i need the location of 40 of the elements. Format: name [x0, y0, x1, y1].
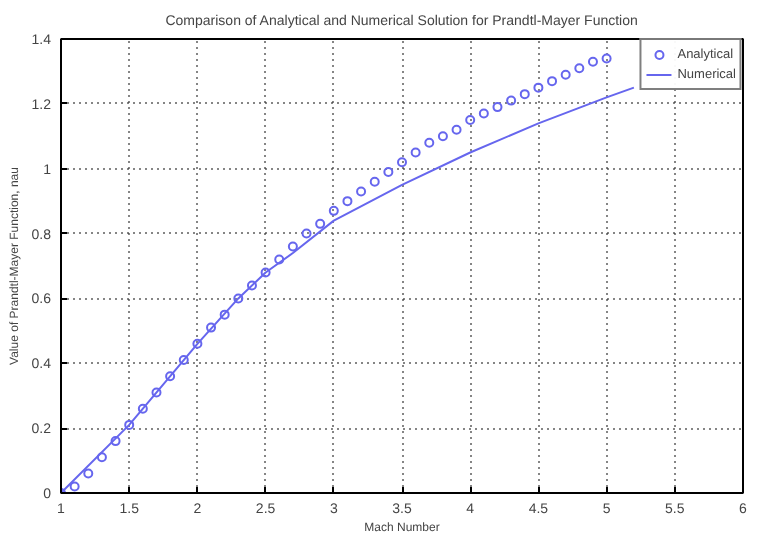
point [465, 115, 476, 126]
point [328, 205, 339, 216]
point [369, 176, 380, 187]
point [506, 95, 517, 106]
point [96, 452, 107, 463]
point [397, 157, 407, 168]
point [124, 419, 135, 430]
point [519, 89, 530, 100]
point [151, 387, 162, 398]
point [410, 147, 421, 158]
point [574, 63, 585, 74]
point [315, 218, 326, 229]
point [383, 166, 394, 177]
point [301, 228, 312, 239]
point [492, 102, 503, 113]
point [342, 196, 353, 207]
point [587, 56, 598, 67]
point [478, 108, 489, 119]
point [601, 53, 612, 64]
point [533, 82, 544, 93]
point [137, 403, 148, 414]
point [560, 69, 571, 80]
point [287, 241, 298, 252]
point [110, 436, 121, 447]
point [83, 468, 94, 479]
point [246, 280, 257, 291]
point [69, 481, 80, 492]
point [424, 137, 435, 148]
point [260, 267, 271, 278]
point [165, 371, 176, 382]
point [219, 309, 230, 320]
point [206, 322, 217, 333]
point [451, 124, 462, 135]
point [356, 186, 367, 197]
point [178, 355, 189, 366]
point [547, 76, 558, 87]
point [437, 131, 448, 142]
point [274, 254, 285, 265]
point [192, 338, 203, 349]
point [233, 293, 244, 304]
